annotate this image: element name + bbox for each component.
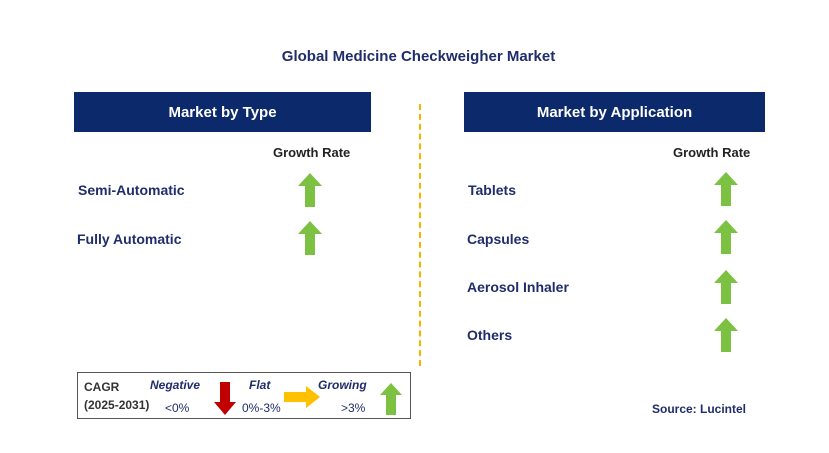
market-by-type-header: Market by Type [74,92,371,132]
application-growth-rate-label: Growth Rate [673,145,751,160]
chart-title: Global Medicine Checkweigher Market [281,48,556,65]
dashed-divider [419,104,421,366]
application-item-capsules: Capsules [467,231,530,247]
up-arrow-icon [714,318,738,352]
application-item-tablets: Tablets [468,182,516,198]
up-arrow-icon [714,270,738,304]
type-item-semi-automatic: Semi-Automatic [78,182,185,198]
up-arrow-icon [714,172,738,206]
legend-flat-label: Flat [249,378,271,392]
type-growth-rate-label: Growth Rate [273,145,351,160]
legend-growing-label: Growing [318,378,367,392]
market-by-application-header: Market by Application [464,92,765,132]
application-item-others: Others [467,327,513,343]
legend-growing-range: >3% [341,401,366,415]
up-arrow-icon [298,173,322,207]
legend-flat-range: 0%-3% [242,401,281,415]
source-label: Source: Lucintel [652,402,747,416]
legend-cagr-label: CAGR [84,380,120,394]
up-arrow-icon [380,383,402,415]
down-arrow-icon [214,382,236,415]
cagr-legend: CAGR (2025-2031) Negative <0% Flat 0%-3%… [77,372,411,419]
legend-negative-label: Negative [150,378,201,392]
legend-negative-range: <0% [165,401,190,415]
right-arrow-icon [284,386,320,408]
application-item-aerosol-inhaler: Aerosol Inhaler [467,279,569,295]
type-item-fully-automatic: Fully Automatic [77,231,182,247]
legend-period: (2025-2031) [84,398,150,412]
up-arrow-icon [298,221,322,255]
up-arrow-icon [714,220,738,254]
